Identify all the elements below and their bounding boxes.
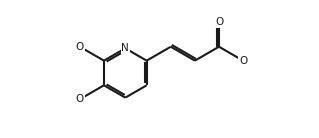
Text: O: O	[216, 17, 224, 27]
Text: N: N	[122, 43, 129, 53]
Text: O: O	[76, 42, 84, 52]
Text: O: O	[239, 56, 247, 66]
Text: O: O	[76, 94, 84, 104]
